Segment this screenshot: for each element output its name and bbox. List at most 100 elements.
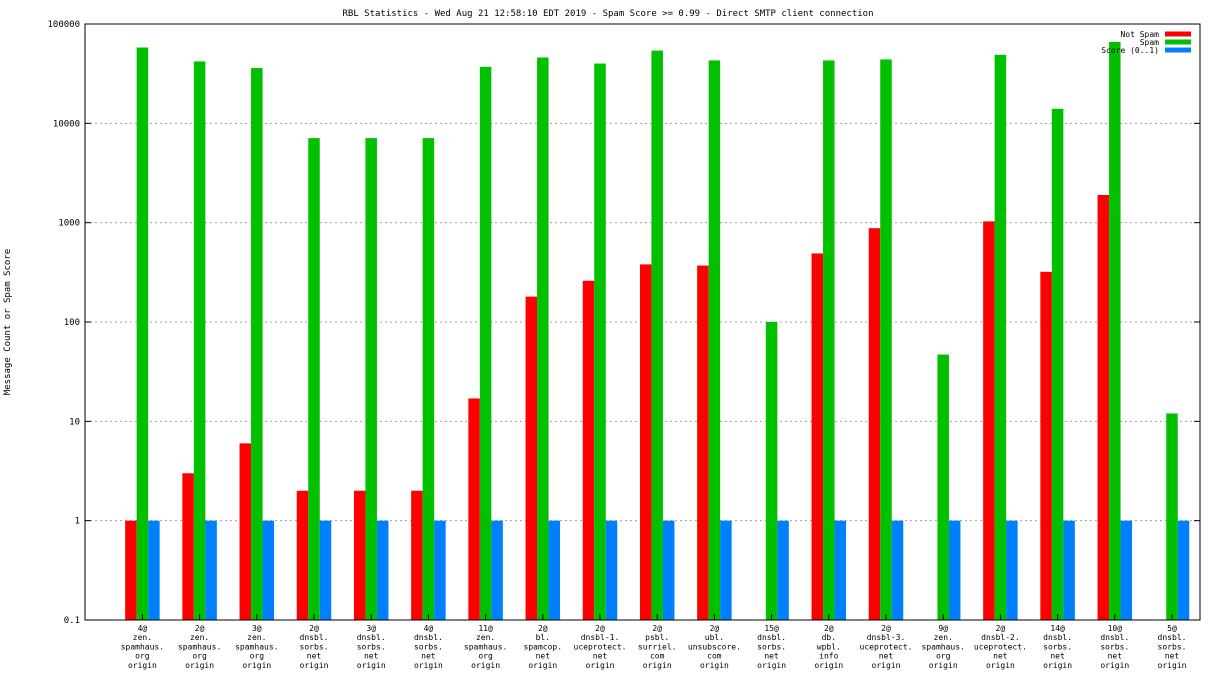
x-tick-label: net xyxy=(993,652,1008,661)
x-tick-label: 2@ xyxy=(652,624,662,633)
x-tick-label: 2@ xyxy=(595,624,605,633)
bar-not-spam xyxy=(868,228,881,620)
bar-score xyxy=(1177,520,1190,620)
x-tick-label: dnsbl. xyxy=(300,633,329,642)
x-tick-label: net xyxy=(1165,652,1180,661)
bar-spam xyxy=(193,61,206,621)
bar-score xyxy=(548,520,561,620)
bar-not-spam xyxy=(125,520,137,620)
y-tick-label: 1000 xyxy=(58,219,80,229)
bar-score xyxy=(662,520,675,620)
bar-not-spam xyxy=(468,398,480,620)
x-tick-label: 11@ xyxy=(478,624,493,633)
bar-spam xyxy=(479,66,492,620)
bar-spam xyxy=(537,57,549,620)
x-tick-label: sorbs. xyxy=(1100,642,1129,651)
x-ticks: 4@zen.spamhaus.orgorigin2@zen.spamhaus.o… xyxy=(121,614,1187,670)
x-tick-label: 2@ xyxy=(996,624,1006,633)
x-tick-label: org xyxy=(192,652,207,661)
x-tick-label: uceprotect. xyxy=(860,642,913,651)
x-tick-label: dnsbl. xyxy=(1158,633,1187,642)
bar-spam xyxy=(1109,41,1121,621)
x-tick-label: 2@ xyxy=(195,624,205,633)
x-tick-label: 2@ xyxy=(710,624,720,633)
bar-spam xyxy=(708,60,721,620)
x-tick-label: dnsbl. xyxy=(1043,633,1072,642)
legend-swatch-spam xyxy=(1165,39,1191,45)
x-tick-label: 10@ xyxy=(1108,624,1123,633)
bar-spam xyxy=(136,47,149,620)
x-tick-label: 15@ xyxy=(764,624,779,633)
chart-title: RBL Statistics - Wed Aug 21 12:58:10 EDT… xyxy=(342,9,873,19)
bar-spam xyxy=(1051,108,1064,621)
x-tick-label: origin xyxy=(700,661,729,670)
y-tick-label: 100000 xyxy=(47,20,80,30)
x-tick-label: 3@ xyxy=(366,624,376,633)
bar-spam xyxy=(880,59,892,620)
bar-score xyxy=(491,520,503,620)
y-tick-label: 100 xyxy=(64,318,80,328)
x-tick-label: unsubscore. xyxy=(688,642,741,651)
x-tick-label: org xyxy=(936,652,951,661)
x-tick-label: org xyxy=(250,652,265,661)
bar-spam xyxy=(823,60,835,620)
x-tick-label: spamhaus. xyxy=(235,642,278,651)
x-tick-label: dnsbl-1. xyxy=(581,633,620,642)
x-tick-label: org xyxy=(478,652,493,661)
x-tick-label: dnsbl. xyxy=(1100,633,1129,642)
x-tick-label: sorbs. xyxy=(300,642,329,651)
x-tick-label: origin xyxy=(1043,661,1072,670)
x-tick-label: net xyxy=(1108,652,1123,661)
x-tick-label: origin xyxy=(414,661,443,670)
legend-label: Not Spam xyxy=(1120,30,1159,39)
bar-spam xyxy=(994,54,1007,620)
x-tick-label: db. xyxy=(822,633,836,642)
x-tick-label: dnsbl-3. xyxy=(867,633,906,642)
x-tick-label: 2@ xyxy=(309,624,319,633)
bar-not-spam xyxy=(353,490,366,620)
x-tick-label: origin xyxy=(814,661,843,670)
bar-not-spam xyxy=(525,296,538,620)
x-tick-label: origin xyxy=(586,661,615,670)
x-tick-label: 9@ xyxy=(938,624,948,633)
x-tick-label: net xyxy=(421,652,436,661)
x-tick-label: net xyxy=(593,652,608,661)
legend-label: Score (0..1) xyxy=(1101,46,1159,55)
bar-score xyxy=(262,520,275,620)
x-tick-label: spamcop. xyxy=(524,642,563,651)
y-tick-label: 10000 xyxy=(53,119,80,129)
x-tick-label: origin xyxy=(1100,661,1129,670)
x-tick-label: surriel. xyxy=(638,642,677,651)
y-tick-label: 0.1 xyxy=(64,616,80,626)
bar-not-spam xyxy=(1040,271,1052,620)
x-tick-label: bl. xyxy=(536,633,550,642)
bar-spam xyxy=(365,138,377,620)
bar-spam xyxy=(594,63,606,621)
x-tick-label: wpbl. xyxy=(817,642,841,651)
x-tick-label: net xyxy=(307,652,322,661)
x-tick-label: spamhaus. xyxy=(464,642,507,651)
bar-not-spam xyxy=(983,221,995,621)
x-tick-label: dnsbl. xyxy=(757,633,786,642)
x-tick-label: origin xyxy=(872,661,901,670)
bar-score xyxy=(205,520,217,620)
x-tick-label: origin xyxy=(986,661,1015,670)
bar-score xyxy=(319,520,332,620)
x-tick-label: sorbs. xyxy=(357,642,386,651)
x-tick-label: net xyxy=(536,652,551,661)
bar-spam xyxy=(765,322,778,620)
bar-not-spam xyxy=(1097,194,1110,620)
bar-spam xyxy=(251,68,263,620)
bar-score xyxy=(891,520,904,620)
x-tick-label: zen. xyxy=(133,633,152,642)
x-tick-label: dnsbl. xyxy=(414,633,443,642)
x-tick-label: 4@ xyxy=(424,624,434,633)
y-tick-label: 10 xyxy=(69,417,80,427)
x-tick-label: com xyxy=(650,652,665,661)
x-tick-label: origin xyxy=(757,661,786,670)
x-tick-label: 5@ xyxy=(1167,624,1177,633)
x-tick-label: dnsbl-2. xyxy=(981,633,1020,642)
x-tick-label: origin xyxy=(643,661,672,670)
